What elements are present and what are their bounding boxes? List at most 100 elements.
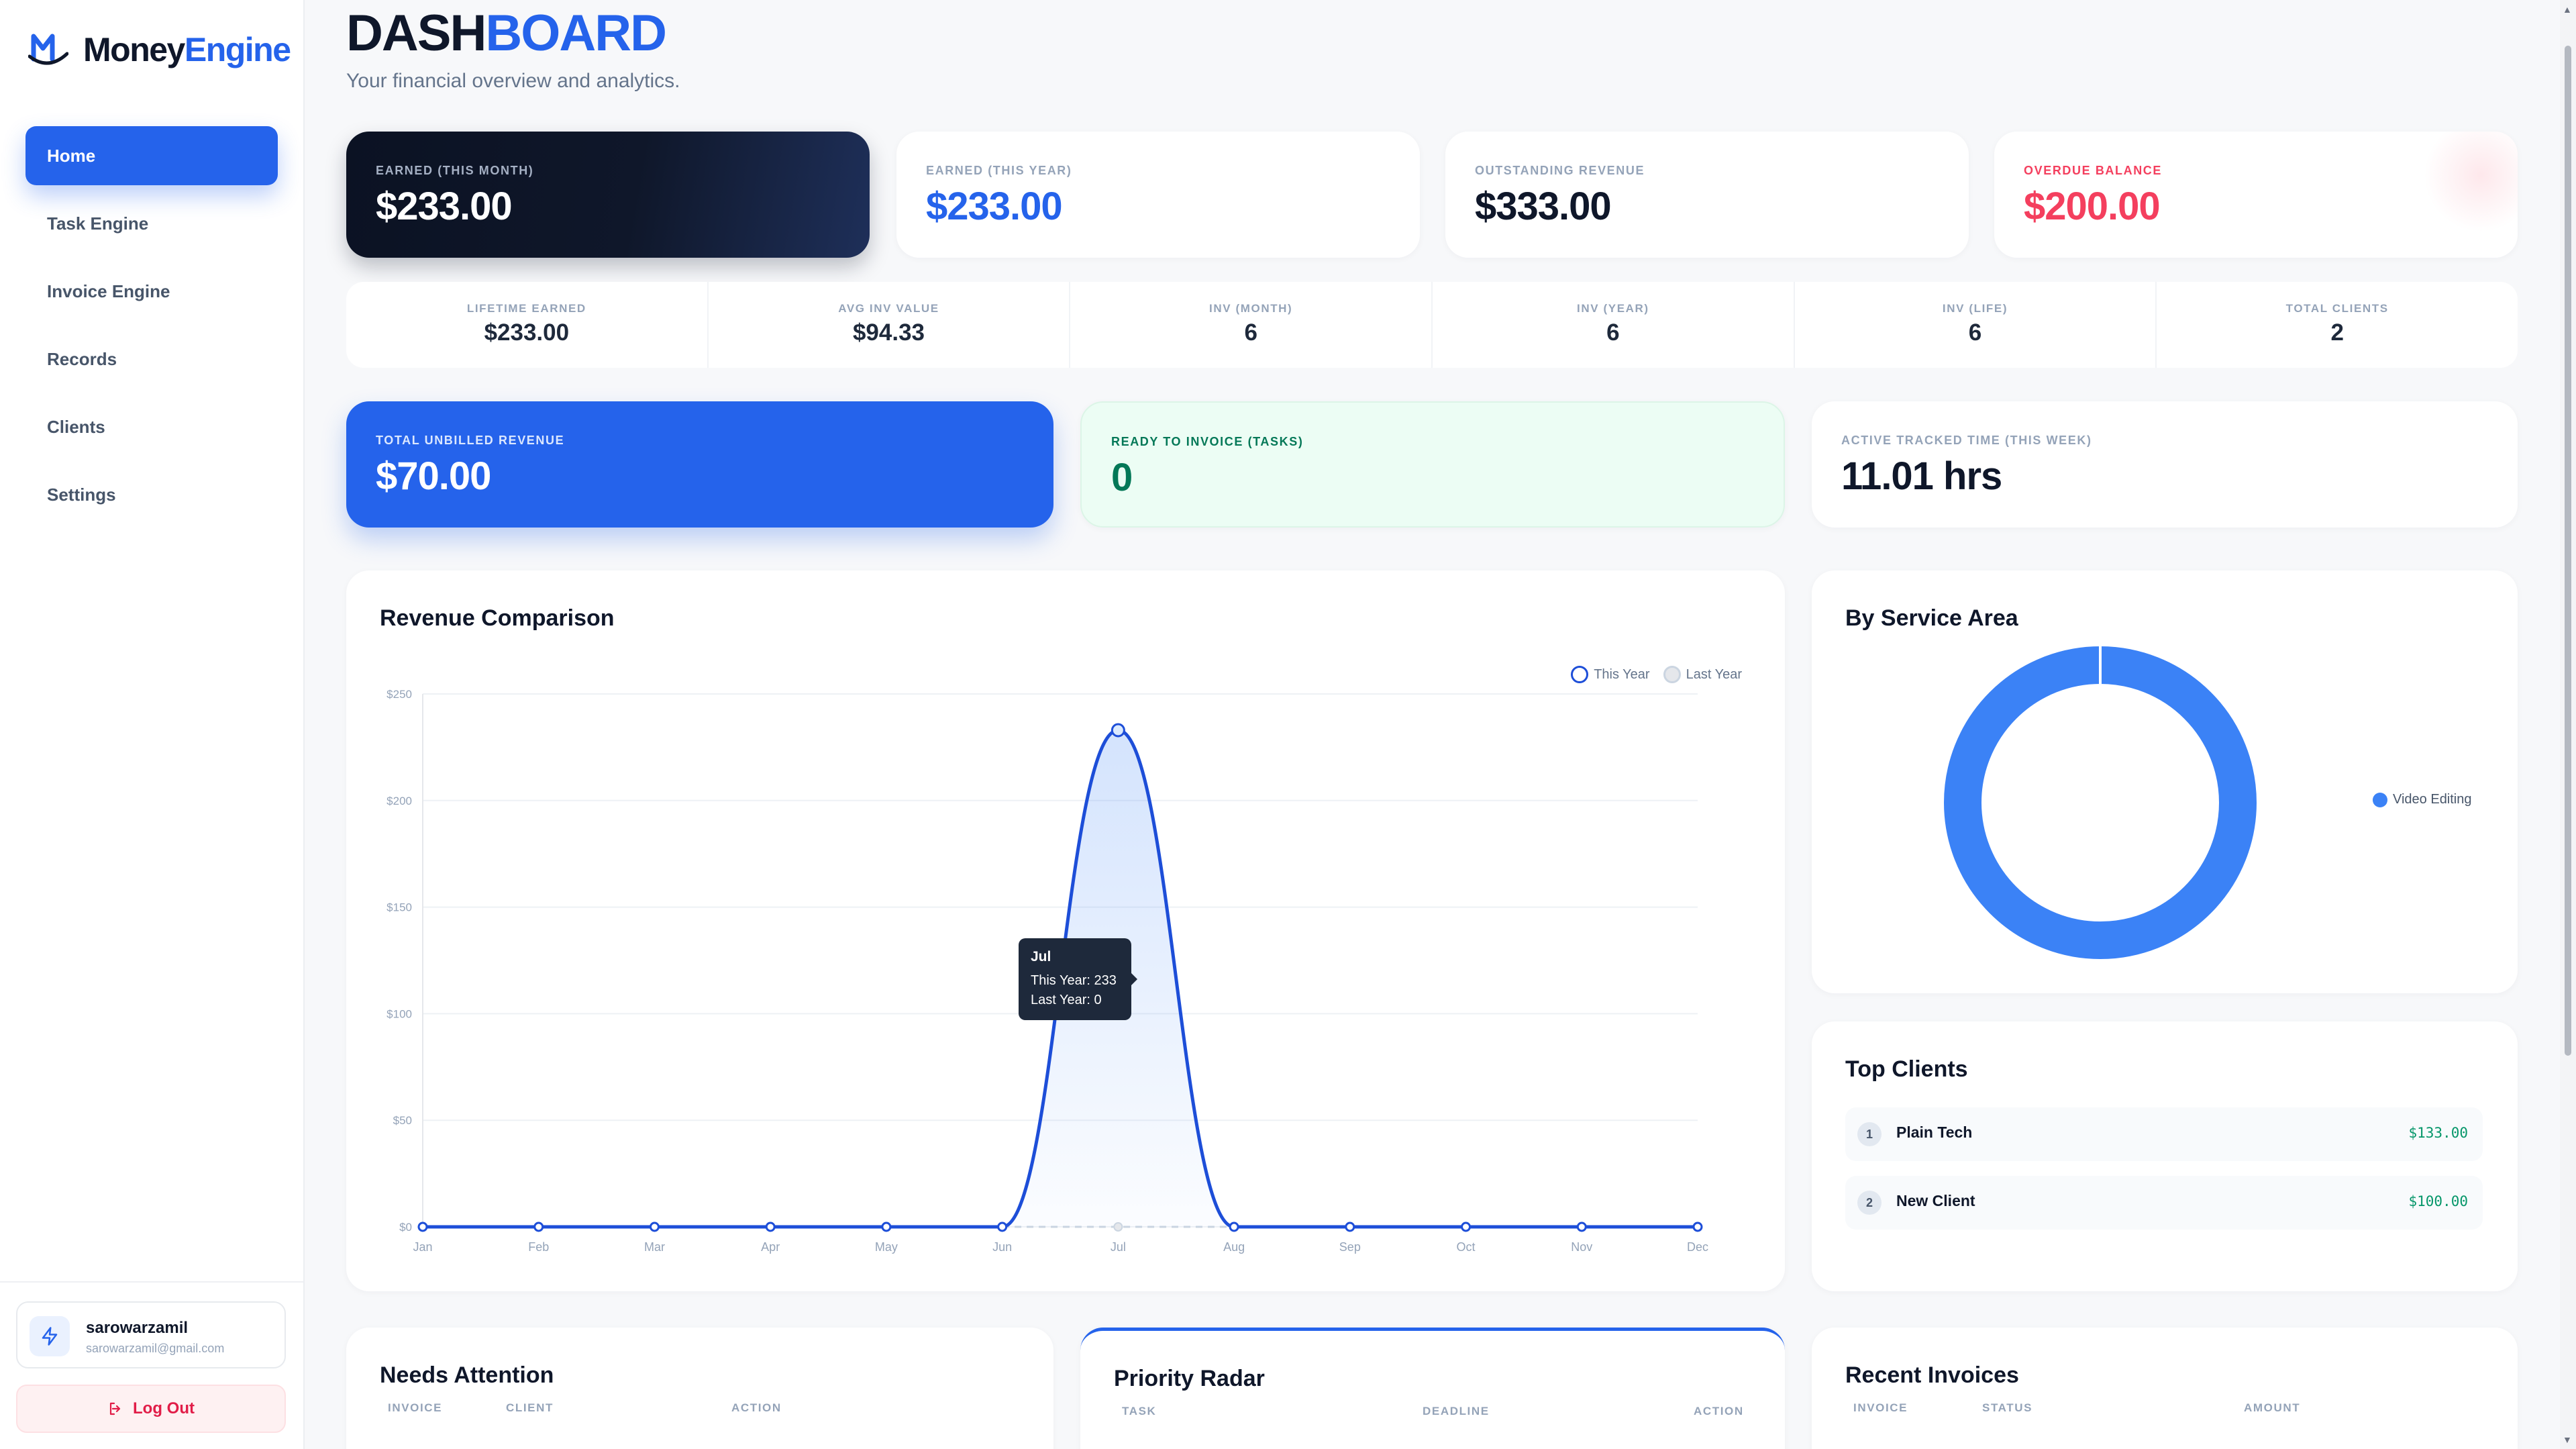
data-point-this-year [1461, 1221, 1472, 1232]
data-point-this-year [417, 1221, 428, 1232]
legend-last-year[interactable]: Last Year [1663, 666, 1742, 683]
logout-button[interactable]: Log Out [16, 1385, 286, 1433]
revenue-chart-title: Revenue Comparison [380, 605, 615, 631]
sidebar-item-records[interactable]: Records [25, 330, 278, 389]
sidebar-item-clients[interactable]: Clients [25, 397, 278, 456]
series-line-this-year [423, 728, 1698, 1229]
x-tick-label: Oct [1457, 1240, 1476, 1254]
data-point-this-year [1345, 1221, 1355, 1232]
x-tick-label: Jul [1111, 1240, 1126, 1254]
stat-avg-inv-value: AVG INV VALUE $94.33 [709, 282, 1071, 368]
stat-inv-year: INV (YEAR) 6 [1433, 282, 1795, 368]
service-area-donut [1944, 646, 2257, 959]
stat-inv-life: INV (LIFE) 6 [1795, 282, 2157, 368]
data-point-this-year [533, 1221, 544, 1232]
data-point-last-year [1113, 1222, 1123, 1232]
data-point-this-year [881, 1221, 892, 1232]
data-point-this-year [1111, 723, 1125, 738]
donut-slice-video-editing[interactable] [1944, 646, 2257, 959]
kpi-card-outstanding: OUTSTANDING REVENUE $333.00 [1445, 132, 1969, 258]
stat-inv-month: INV (MONTH) 6 [1070, 282, 1433, 368]
data-point-this-year [1576, 1221, 1587, 1232]
client-row[interactable]: 2 New Client $100.00 [1845, 1176, 2483, 1230]
page-subtitle: Your financial overview and analytics. [346, 70, 680, 92]
scroll-thumb[interactable] [2565, 46, 2571, 1056]
scroll-up-icon[interactable]: ▲ [2563, 4, 2572, 15]
sidebar-item-task-engine[interactable]: Task Engine [25, 194, 278, 253]
col-deadline: DEADLINE [1423, 1405, 1490, 1417]
stats-strip: LIFETIME EARNED $233.00 AVG INV VALUE $94.… [346, 282, 2518, 368]
user-email: sarowarzamil@gmail.com [86, 1342, 225, 1355]
legend-video-editing[interactable]: Video Editing [2373, 792, 2472, 807]
x-tick-label: Mar [644, 1240, 665, 1254]
stat-label: INV (MONTH) [1209, 302, 1293, 315]
sidebar-item-settings[interactable]: Settings [25, 465, 278, 524]
tracked-time-card: ACTIVE TRACKED TIME (THIS WEEK) 11.01 hr… [1812, 401, 2518, 528]
user-name: sarowarzamil [86, 1319, 189, 1337]
client-name: New Client [1896, 1192, 1975, 1209]
tooltip-month: Jul [1031, 949, 1051, 964]
avatar [30, 1316, 70, 1356]
needs-attention-title: Needs Attention [380, 1362, 554, 1388]
user-card[interactable]: sarowarzamil sarowarzamil@gmail.com [16, 1301, 286, 1368]
stat-value: 2 [2330, 319, 2344, 346]
x-tick-label: Jan [413, 1240, 432, 1254]
kpi-value: $233.00 [926, 185, 1063, 228]
data-point-this-year [649, 1221, 660, 1232]
col-amount: AMOUNT [2244, 1401, 2301, 1414]
col-status: STATUS [1982, 1401, 2033, 1414]
kpi-value: $333.00 [1475, 185, 1612, 228]
brand-name: MoneyEngine [83, 31, 291, 68]
logout-icon [109, 1402, 121, 1415]
overdue-glow [2424, 132, 2518, 232]
sidebar-item-label: Home [47, 145, 96, 166]
y-tick-label: $0 [399, 1221, 412, 1234]
stat-label: INV (LIFE) [1942, 302, 2008, 315]
legend-label: This Year [1594, 666, 1650, 682]
chart-legend: This Year Last Year [1571, 666, 1742, 683]
kpi-card-overdue: OVERDUE BALANCE $200.00 [1994, 132, 2518, 258]
kpi-label: OUTSTANDING REVENUE [1475, 164, 1645, 177]
page-scrollbar[interactable]: ▲ ▼ [2560, 0, 2576, 1449]
service-area-title: By Service Area [1845, 605, 2018, 631]
client-amount: $133.00 [2408, 1125, 2468, 1141]
ready-to-invoice-card: READY TO INVOICE (TASKS) 0 [1080, 401, 1785, 528]
legend-this-year[interactable]: This Year [1571, 666, 1650, 683]
client-row[interactable]: 1 Plain Tech $133.00 [1845, 1107, 2483, 1161]
kpi-label: TOTAL UNBILLED REVENUE [376, 434, 565, 447]
brand-logo[interactable]: MoneyEngine [28, 30, 291, 70]
top-clients-card: Top Clients 1 Plain Tech $133.00 2 New C… [1812, 1021, 2518, 1291]
kpi-label: OVERDUE BALANCE [2024, 164, 2163, 177]
legend-swatch-this-year [1571, 666, 1589, 683]
stat-label: LIFETIME EARNED [466, 302, 586, 315]
sidebar-item-home[interactable]: Home [25, 126, 278, 185]
kpi-value: $200.00 [2024, 185, 2161, 228]
data-point-this-year [765, 1221, 776, 1232]
stat-value: $233.00 [484, 319, 570, 346]
sidebar-item-invoice-engine[interactable]: Invoice Engine [25, 262, 278, 321]
data-point-this-year [1692, 1221, 1703, 1232]
col-action: ACTION [1694, 1405, 1744, 1417]
y-tick-label: $200 [387, 795, 412, 807]
sidebar-footer: sarowarzamil sarowarzamil@gmail.com Log … [0, 1281, 303, 1449]
stat-label: TOTAL CLIENTS [2285, 302, 2389, 315]
tooltip-this-year: This Year: 233 [1031, 973, 1117, 988]
revenue-comparison-card: Revenue Comparison This Year Last Year $… [346, 570, 1785, 1291]
scroll-down-icon[interactable]: ▼ [2563, 1434, 2572, 1445]
legend-label: Last Year [1686, 666, 1742, 682]
stat-label: INV (YEAR) [1577, 302, 1649, 315]
x-tick-label: Apr [761, 1240, 780, 1254]
revenue-line-chart: $0 $50 $100 $150 $200 $250 Jan Feb Mar Apr May Jun J… [387, 688, 1708, 1254]
data-point-this-year [997, 1221, 1008, 1232]
series-area-this-year [423, 730, 1698, 1227]
tooltip-arrow [1131, 973, 1137, 985]
sidebar-item-label: Invoice Engine [47, 281, 170, 301]
y-tick-label: $150 [387, 901, 412, 914]
client-rank: 2 [1857, 1191, 1882, 1215]
y-tick-label: $50 [393, 1114, 412, 1127]
col-invoice: INVOICE [388, 1401, 443, 1414]
top-clients-title: Top Clients [1845, 1056, 1968, 1082]
kpi-label: EARNED (THIS MONTH) [376, 164, 534, 177]
kpi-value: 11.01 hrs [1841, 454, 2002, 498]
col-task: TASK [1122, 1405, 1157, 1417]
